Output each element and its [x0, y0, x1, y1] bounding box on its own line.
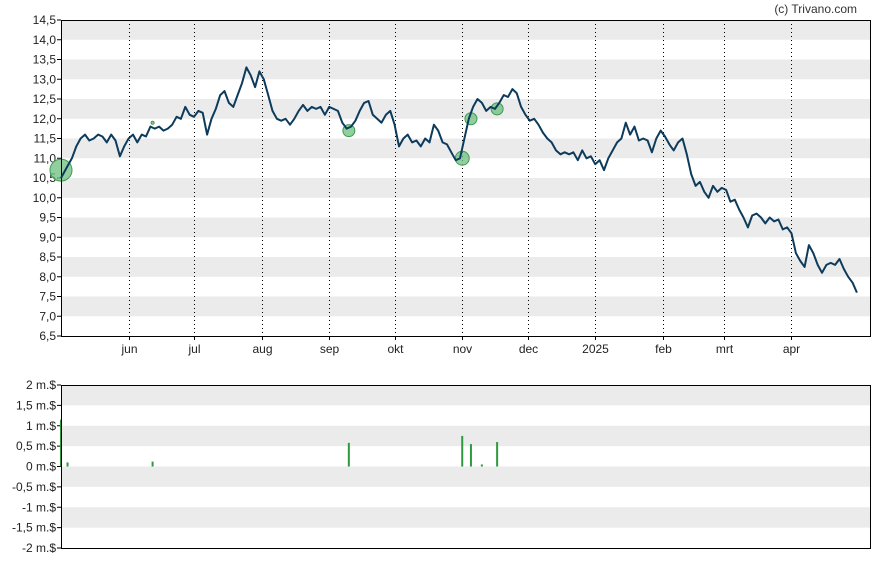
- volume-bar: [496, 442, 499, 467]
- price-y-axis: 6,57,07,58,08,59,09,510,010,511,011,512,…: [33, 13, 61, 343]
- y-tick-label: 6,5: [39, 329, 56, 343]
- y-tick-label: 14,0: [33, 33, 57, 47]
- volume-y-tick-label: 0 m.$: [26, 460, 56, 474]
- y-tick-label: 11,0: [34, 151, 57, 165]
- volume-band: [61, 385, 870, 406]
- price-panel-grid: [129, 20, 792, 336]
- x-tick-label: jul: [187, 342, 200, 356]
- y-tick-label: 14,5: [33, 13, 57, 27]
- price-panel-frame: [61, 20, 871, 337]
- x-tick-label: apr: [783, 342, 800, 356]
- trade-marker: [150, 120, 155, 125]
- x-tick-label: sep: [320, 342, 340, 356]
- volume-band: [61, 425, 870, 447]
- price-panel-bands: [61, 20, 870, 317]
- x-tick-label: jun: [120, 342, 137, 356]
- y-tick-label: 7,0: [39, 309, 56, 323]
- x-tick-label: feb: [655, 342, 672, 356]
- panel-frames: [61, 20, 871, 549]
- y-tick-label: 11,5: [34, 132, 57, 146]
- y-tick-label: 9,5: [39, 211, 56, 225]
- volume-y-tick-label: -0,5 m.$: [12, 480, 56, 494]
- y-tick-label: 8,0: [39, 270, 56, 284]
- y-tick-label: 13,5: [33, 53, 57, 67]
- price-band: [61, 99, 870, 119]
- volume-y-tick-label: 1 m.$: [26, 419, 56, 433]
- x-tick-label: okt: [387, 342, 404, 356]
- trade-marker: [454, 150, 470, 166]
- volume-panel-bands: [61, 385, 870, 528]
- price-band: [61, 20, 870, 40]
- y-tick-label: 9,0: [39, 230, 56, 244]
- x-tick-label: mrt: [716, 342, 734, 356]
- y-tick-label: 10,0: [33, 191, 57, 205]
- volume-y-axis: -2 m.$ -1,5 m.$ -1 m.$ -0,5 m.$ 0 m.$ 0,5 m.$…: [12, 378, 61, 555]
- volume-panel-frame: [61, 385, 871, 549]
- price-x-axis: jun jul aug sep okt nov dec 2025 feb mrt apr: [120, 336, 800, 356]
- y-tick-label: 12,0: [33, 112, 57, 126]
- volume-bar: [347, 442, 350, 467]
- volume-y-tick-label: 2 m.$: [26, 378, 56, 392]
- y-tick-label: 13,0: [33, 72, 57, 86]
- y-tick-label: 12,5: [33, 92, 57, 106]
- volume-y-tick-label: -2 m.$: [22, 541, 56, 555]
- volume-band: [61, 507, 870, 528]
- price-band: [61, 59, 870, 80]
- volume-bar: [151, 461, 154, 467]
- x-tick-label: dec: [519, 342, 538, 356]
- x-tick-label: 2025: [582, 342, 609, 356]
- volume-y-tick-label: -1 m.$: [22, 500, 56, 514]
- price-line: [60, 66, 858, 293]
- y-tick-label: 7,5: [39, 290, 56, 304]
- volume-bar: [480, 464, 483, 467]
- volume-bar: [66, 462, 69, 467]
- price-band: [61, 178, 870, 198]
- volume-y-tick-label: -1,5 m.$: [12, 521, 56, 535]
- volume-band: [61, 466, 870, 487]
- volume-y-tick-label: 1,5 m.$: [16, 398, 56, 412]
- y-tick-label: 8,5: [39, 250, 56, 264]
- price-series: [60, 66, 858, 293]
- trade-marker: [490, 102, 504, 116]
- x-tick-label: nov: [453, 342, 472, 356]
- volume-bar: [461, 435, 464, 467]
- price-band: [61, 296, 870, 317]
- volume-y-tick-label: 0,5 m.$: [16, 439, 56, 453]
- price-band: [61, 217, 870, 238]
- credit-label: (c) Trivano.com: [774, 2, 857, 16]
- price-band: [61, 257, 870, 277]
- volume-bar: [469, 444, 472, 467]
- x-tick-label: aug: [252, 342, 272, 356]
